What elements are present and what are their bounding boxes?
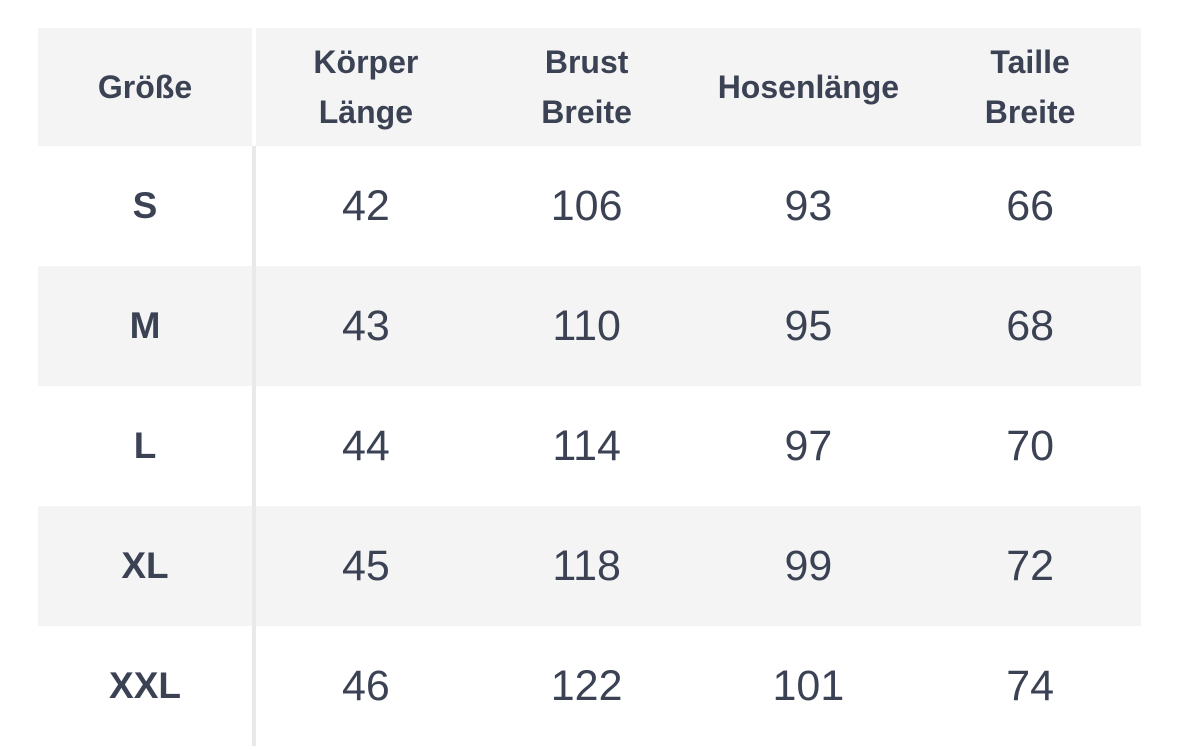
hosenlaenge-cell: 95 xyxy=(784,301,833,350)
brust-breite-cell: 118 xyxy=(552,541,621,590)
koerper-laenge-cell: 43 xyxy=(341,301,390,350)
size-label-cell: S xyxy=(38,146,256,266)
header-line: Hosenlänge xyxy=(717,69,900,105)
header-line: Taille xyxy=(990,44,1070,80)
hosenlaenge-cell: 93 xyxy=(784,181,833,230)
size-table: Größe Körper Länge Brust Breite Hosenlän… xyxy=(38,28,1143,746)
taille-breite-cell: 72 xyxy=(1006,541,1055,590)
taille-breite-cell: 70 xyxy=(1006,421,1055,470)
size-chart: Größe Körper Länge Brust Breite Hosenlän… xyxy=(38,28,1143,746)
size-row-xxl: XXL 46 122 101 74 xyxy=(38,626,1141,746)
brust-breite-cell: 122 xyxy=(550,661,623,710)
header-line: Größe xyxy=(97,69,193,105)
taille-breite-cell: 68 xyxy=(1006,301,1055,350)
taille-breite-cell: 66 xyxy=(1006,181,1055,230)
koerper-laenge-cell: 44 xyxy=(341,421,390,470)
taille-breite-cell: 74 xyxy=(1006,661,1055,710)
brust-breite-cell: 114 xyxy=(552,421,621,470)
brust-breite-cell: 110 xyxy=(552,301,621,350)
hosenlaenge-cell: 99 xyxy=(784,541,833,590)
size-label-cell: L xyxy=(38,386,256,506)
header-cell-brust-breite: Brust Breite xyxy=(475,28,698,146)
size-row-xl: XL 45 118 99 72 xyxy=(38,506,1141,626)
size-label-cell: XL xyxy=(38,506,256,626)
koerper-laenge-cell: 45 xyxy=(341,541,390,590)
size-row-l: L 44 114 97 70 xyxy=(38,386,1141,506)
hosenlaenge-cell: 101 xyxy=(772,661,845,710)
size-table-body: S 42 106 93 66 M 43 110 95 68 L 44 114 9… xyxy=(38,146,1141,746)
size-table-head: Größe Körper Länge Brust Breite Hosenlän… xyxy=(38,28,1141,146)
size-row-s: S 42 106 93 66 xyxy=(38,146,1141,266)
brust-breite-cell: 106 xyxy=(550,181,623,230)
koerper-laenge-cell: 42 xyxy=(341,181,390,230)
header-line: Brust xyxy=(544,44,629,80)
header-line: Breite xyxy=(541,94,632,130)
header-line: Breite xyxy=(984,94,1076,130)
size-label-cell: XXL xyxy=(38,626,256,746)
koerper-laenge-cell: 46 xyxy=(341,661,390,710)
size-label-cell: M xyxy=(38,266,256,386)
header-cell-taille-breite: Taille Breite xyxy=(919,28,1141,146)
header-line: Körper xyxy=(313,44,419,80)
header-line: Länge xyxy=(318,94,413,130)
header-row: Größe Körper Länge Brust Breite Hosenlän… xyxy=(38,28,1141,146)
hosenlaenge-cell: 97 xyxy=(784,421,833,470)
header-cell-koerper-laenge: Körper Länge xyxy=(254,28,476,146)
header-cell-hosenlaenge: Hosenlänge xyxy=(697,28,920,146)
size-row-m: M 43 110 95 68 xyxy=(38,266,1141,386)
header-cell-groesse: Größe xyxy=(38,28,256,146)
